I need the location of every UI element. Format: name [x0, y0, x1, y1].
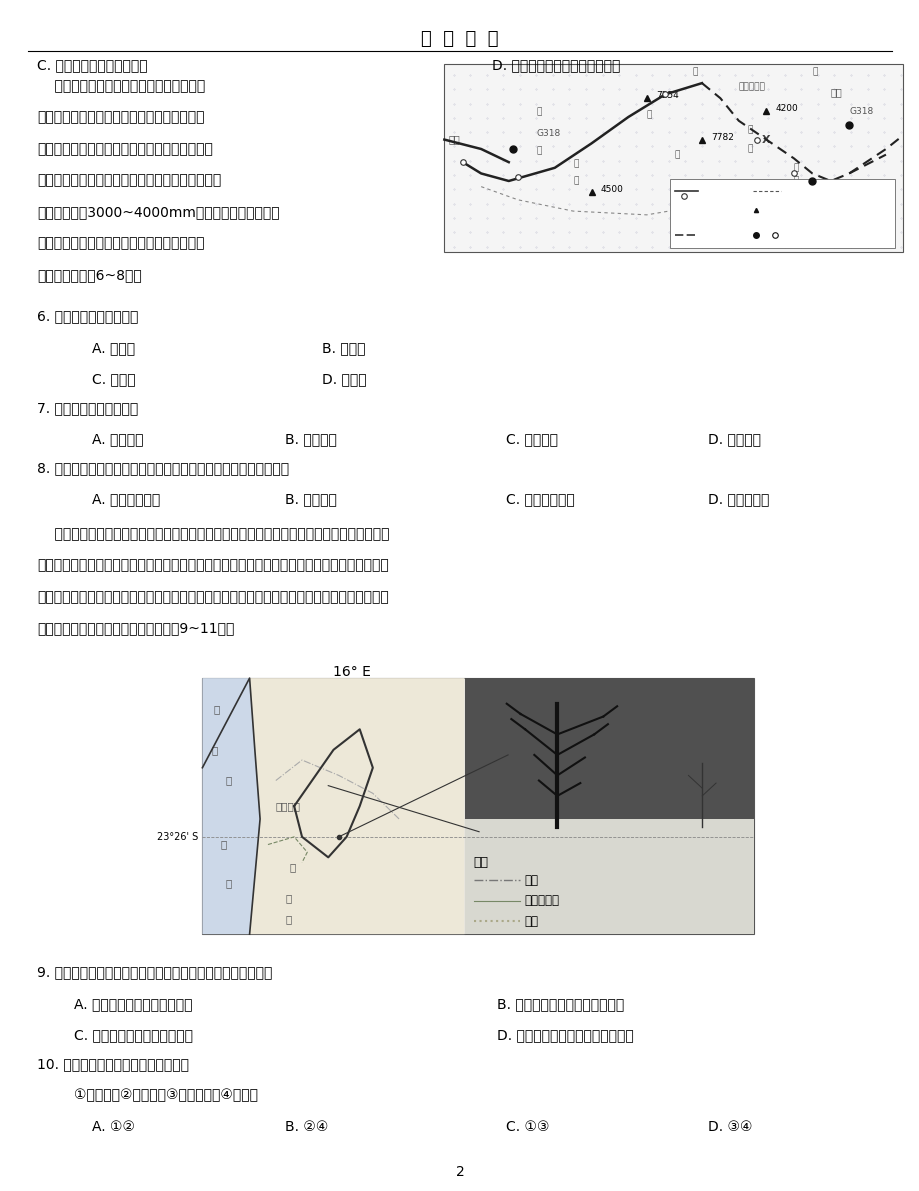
Text: 波密: 波密: [830, 88, 842, 98]
Text: 藏: 藏: [646, 111, 652, 119]
Text: D. 蒸发旺盛，树干内盐分积累众多: D. 蒸发旺盛，树干内盐分积累众多: [496, 1028, 633, 1042]
Text: 纳: 纳: [213, 704, 220, 713]
Text: G318: G318: [848, 107, 872, 116]
Text: 埃龙戈区: 埃龙戈区: [276, 802, 301, 811]
Text: B. ②④: B. ②④: [285, 1120, 328, 1134]
Text: 共同作用，地形崎岖，交通极为不便。墨脱气候温: 共同作用，地形崎岖，交通极为不便。墨脱气候温: [37, 174, 221, 187]
Bar: [464, 678, 754, 819]
Text: D. ③④: D. ③④: [708, 1120, 752, 1134]
Text: 城    镇: 城 镇: [787, 231, 807, 239]
Polygon shape: [202, 678, 260, 934]
Text: C. 乡镇中心地的吸引力增强: C. 乡镇中心地的吸引力增强: [37, 58, 147, 73]
Text: D. 西北季风: D. 西北季风: [708, 432, 761, 447]
Text: 4500: 4500: [600, 186, 623, 194]
Text: ①沙丘起伏②大气运动③河流径流量④下垫面: ①沙丘起伏②大气运动③河流径流量④下垫面: [74, 1089, 257, 1103]
Text: B. 刺槐枝叶稀疏，蒸腾作用较弱: B. 刺槐枝叶稀疏，蒸腾作用较弱: [496, 997, 623, 1011]
Text: 纳米比亚死亡谷位于纳米布沙漠中，是一块白色的盐沼盆地。死亡谷曾是一片绿洲，生长着: 纳米比亚死亡谷位于纳米布沙漠中，是一块白色的盐沼盆地。死亡谷曾是一片绿洲，生长着: [37, 526, 389, 541]
Polygon shape: [249, 678, 464, 934]
Text: X: X: [675, 207, 681, 217]
Text: A. 刺槐地下根系发达，耐盐碱: A. 刺槐地下根系发达，耐盐碱: [74, 997, 192, 1011]
Text: 西: 西: [221, 840, 227, 849]
Text: C. 气旋雨: C. 气旋雨: [92, 373, 135, 386]
Text: 和，年降水量3000~4000mm。墨脱公路嘎隆拉雪山: 和，年降水量3000~4000mm。墨脱公路嘎隆拉雪山: [37, 205, 279, 219]
Text: 布: 布: [674, 150, 679, 160]
Text: 雅: 雅: [573, 176, 578, 186]
Text: 7782 山峰及: 7782 山峰及: [765, 207, 803, 217]
Text: 图例: 图例: [473, 856, 488, 869]
Text: 墨脱: 墨脱: [821, 191, 833, 201]
Text: 季节性河流: 季节性河流: [524, 894, 559, 908]
Text: 23°26' S: 23°26' S: [156, 831, 198, 842]
Text: 10. 影响死亡谷晨雾形成的主要因素有: 10. 影响死亡谷晨雾形成的主要因素有: [37, 1056, 188, 1071]
Text: 8. 墨脱公路嘎隆拉雪山隧道建成后透水事故发生频率较高的原因是: 8. 墨脱公路嘎隆拉雪山隧道建成后透水事故发生频率较高的原因是: [37, 461, 289, 475]
Text: 7254: 7254: [655, 92, 678, 100]
Text: 学  海  无  涯: 学 海 无 涯: [421, 30, 498, 49]
Text: 许多刺槐树，但随着沙漠中水源的变迁，刺槐纷纷死亡，干枯的树干在烈日的焦烤下变黑，一棵: 许多刺槐树，但随着沙漠中水源的变迁，刺槐纷纷死亡，干枯的树干在烈日的焦烤下变黑，…: [37, 559, 388, 573]
Bar: [464, 678, 754, 934]
Bar: [202, 678, 464, 934]
Text: 林芝: 林芝: [448, 135, 460, 144]
Text: 墨: 墨: [747, 126, 753, 135]
Text: 7782: 7782: [710, 132, 733, 142]
Text: 公: 公: [793, 163, 799, 173]
Text: 隧道时常发生透水事故，严重影响了墨脱的物: 隧道时常发生透水事故，严重影响了墨脱的物: [37, 237, 204, 250]
Text: 沙漠: 沙漠: [524, 915, 538, 928]
Bar: [669, 179, 894, 248]
Text: A. 东南季风: A. 东南季风: [92, 432, 143, 447]
Text: C. 气候炎热干燥，降水量稀少: C. 气候炎热干燥，降水量稀少: [74, 1028, 192, 1042]
Text: 棵突兀地立在白色的盐沼上，千年不腐。当地仅有稀少的灌木丛依靠薄薄的晨雾维持生命。下图: 棵突兀地立在白色的盐沼上，千年不腐。当地仅有稀少的灌木丛依靠薄薄的晨雾维持生命。…: [37, 590, 388, 604]
Text: C. 西南季风: C. 西南季风: [505, 432, 558, 447]
Text: 6. 墨脱的降水类型主要是: 6. 墨脱的降水类型主要是: [37, 310, 138, 323]
Text: 公: 公: [692, 68, 698, 76]
Text: D. 锋面雨: D. 锋面雨: [322, 373, 367, 386]
Text: 鲁: 鲁: [573, 160, 578, 169]
Text: 示意死亡谷地理位置和景观。据此完成9~11题。: 示意死亡谷地理位置和景观。据此完成9~11题。: [37, 622, 234, 636]
Text: 河流: 河流: [700, 187, 710, 195]
Text: 布: 布: [289, 862, 296, 873]
Text: A. 年降水量丰富: A. 年降水量丰富: [92, 492, 160, 506]
Text: 徒步公路: 徒步公路: [783, 187, 803, 195]
Text: 藏: 藏: [536, 107, 541, 116]
Text: A. 对流雨: A. 对流雨: [92, 341, 135, 355]
Text: 国道: 国道: [700, 231, 710, 239]
Text: 路: 路: [793, 176, 799, 186]
Text: 隧道: 隧道: [687, 207, 698, 217]
Text: 路: 路: [811, 68, 817, 76]
Text: 脱: 脱: [747, 144, 753, 154]
Text: A. ①②: A. ①②: [92, 1120, 135, 1134]
Text: 漠: 漠: [285, 913, 291, 924]
Text: G318: G318: [536, 130, 560, 138]
Text: B. 东北季风: B. 东北季风: [285, 432, 336, 447]
Text: 川: 川: [536, 146, 541, 155]
Text: B. 岩层错动: B. 岩层错动: [285, 492, 336, 506]
Text: 9. 纳米比亚死亡谷干枯的刺槐历经千年而不腐烂的主要原因是: 9. 纳米比亚死亡谷干枯的刺槐历经千年而不腐烂的主要原因是: [37, 965, 272, 979]
Text: C. 冰川侵蚀强烈: C. 冰川侵蚀强烈: [505, 492, 574, 506]
Text: 沙: 沙: [285, 893, 291, 903]
Text: 2: 2: [455, 1165, 464, 1179]
Text: 米: 米: [225, 775, 232, 786]
Text: 嘎隆拉雪山: 嘎隆拉雪山: [738, 82, 765, 92]
Text: 西藏自治区东南部林芝市的墨脱县地处雅: 西藏自治区东南部林芝市的墨脱县地处雅: [37, 79, 205, 93]
Text: D. 地下水位高: D. 地下水位高: [708, 492, 769, 506]
Text: 资倘。据此完成6~8题。: 资倘。据此完成6~8题。: [37, 268, 142, 282]
Text: 马拉雅山脉阻隔，这里地壳垂直抬升与水平位移: 马拉雅山脉阻隔，这里地壳垂直抬升与水平位移: [37, 142, 212, 156]
Text: X: X: [761, 135, 769, 144]
Text: 区界: 区界: [524, 874, 538, 887]
Text: 大: 大: [211, 744, 218, 755]
Text: D. 家庭因素决定农民工流动变化: D. 家庭因素决定农民工流动变化: [492, 58, 620, 73]
Text: 鲁藏布江下游藏南地区，与青藏高原之间有喜: 鲁藏布江下游藏南地区，与青藏高原之间有喜: [37, 111, 204, 124]
Text: B. 地形雨: B. 地形雨: [322, 341, 365, 355]
Text: 4200: 4200: [775, 105, 798, 113]
Text: 16° E: 16° E: [333, 665, 371, 679]
Text: C. ①③: C. ①③: [505, 1120, 549, 1134]
Text: 海拔(m): 海拔(m): [817, 224, 842, 233]
Bar: [444, 64, 902, 252]
Text: 7. 墨脱降水的水汽来源于: 7. 墨脱降水的水汽来源于: [37, 400, 138, 414]
Bar: [464, 819, 754, 934]
Text: 洋: 洋: [225, 878, 232, 888]
Text: 江: 江: [720, 192, 725, 200]
